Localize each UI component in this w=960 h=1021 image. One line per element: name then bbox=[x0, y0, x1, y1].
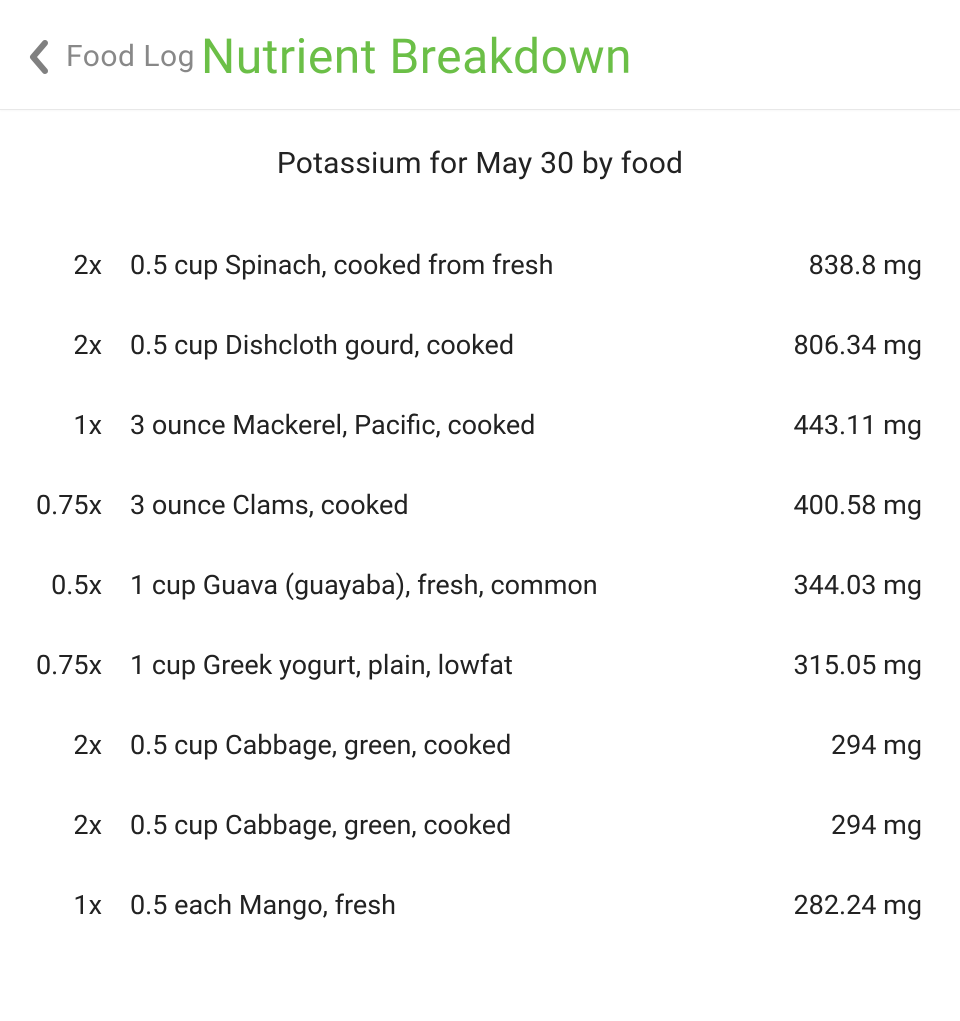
food-qty: 2x bbox=[32, 329, 130, 361]
page-title: Nutrient Breakdown bbox=[201, 28, 632, 85]
food-name: 0.5 cup Dishcloth gourd, cooked bbox=[130, 329, 738, 361]
food-qty: 1x bbox=[32, 409, 130, 441]
food-qty: 0.75x bbox=[32, 489, 130, 521]
list-item[interactable]: 0.75x 3 ounce Clams, cooked 400.58 mg bbox=[32, 465, 928, 545]
food-amount: 315.05 mg bbox=[738, 649, 928, 681]
food-amount: 282.24 mg bbox=[738, 889, 928, 921]
food-qty: 0.5x bbox=[32, 569, 130, 601]
list-item[interactable]: 0.5x 1 cup Guava (guayaba), fresh, commo… bbox=[32, 545, 928, 625]
food-amount: 294 mg bbox=[738, 729, 928, 761]
food-qty: 0.75x bbox=[32, 649, 130, 681]
food-amount: 806.34 mg bbox=[738, 329, 928, 361]
food-name: 0.5 each Mango, fresh bbox=[130, 889, 738, 921]
food-amount: 294 mg bbox=[738, 809, 928, 841]
food-qty: 1x bbox=[32, 889, 130, 921]
food-qty: 2x bbox=[32, 729, 130, 761]
food-name: 0.5 cup Cabbage, green, cooked bbox=[130, 809, 738, 841]
food-name: 3 ounce Mackerel, Pacific, cooked bbox=[130, 409, 738, 441]
food-amount: 443.11 mg bbox=[738, 409, 928, 441]
header-bar: Food Log Nutrient Breakdown bbox=[0, 0, 960, 110]
list-item[interactable]: 2x 0.5 cup Dishcloth gourd, cooked 806.3… bbox=[32, 305, 928, 385]
food-name: 1 cup Greek yogurt, plain, lowfat bbox=[130, 649, 738, 681]
food-name: 3 ounce Clams, cooked bbox=[130, 489, 738, 521]
food-amount: 838.8 mg bbox=[738, 249, 928, 281]
breadcrumb[interactable]: Food Log bbox=[66, 39, 195, 74]
food-name: 0.5 cup Cabbage, green, cooked bbox=[130, 729, 738, 761]
food-name: 1 cup Guava (guayaba), fresh, common bbox=[130, 569, 738, 601]
food-list: 2x 0.5 cup Spinach, cooked from fresh 83… bbox=[32, 225, 928, 945]
food-amount: 344.03 mg bbox=[738, 569, 928, 601]
food-qty: 2x bbox=[32, 809, 130, 841]
content-area: Potassium for May 30 by food 2x 0.5 cup … bbox=[0, 110, 960, 945]
food-amount: 400.58 mg bbox=[738, 489, 928, 521]
list-item[interactable]: 2x 0.5 cup Cabbage, green, cooked 294 mg bbox=[32, 785, 928, 865]
list-item[interactable]: 1x 0.5 each Mango, fresh 282.24 mg bbox=[32, 865, 928, 945]
list-item[interactable]: 2x 0.5 cup Spinach, cooked from fresh 83… bbox=[32, 225, 928, 305]
food-qty: 2x bbox=[32, 249, 130, 281]
nutrient-subtitle: Potassium for May 30 by food bbox=[32, 146, 928, 181]
list-item[interactable]: 0.75x 1 cup Greek yogurt, plain, lowfat … bbox=[32, 625, 928, 705]
chevron-left-icon bbox=[27, 39, 49, 75]
list-item[interactable]: 2x 0.5 cup Cabbage, green, cooked 294 mg bbox=[32, 705, 928, 785]
back-button[interactable] bbox=[20, 39, 56, 75]
food-name: 0.5 cup Spinach, cooked from fresh bbox=[130, 249, 738, 281]
list-item[interactable]: 1x 3 ounce Mackerel, Pacific, cooked 443… bbox=[32, 385, 928, 465]
